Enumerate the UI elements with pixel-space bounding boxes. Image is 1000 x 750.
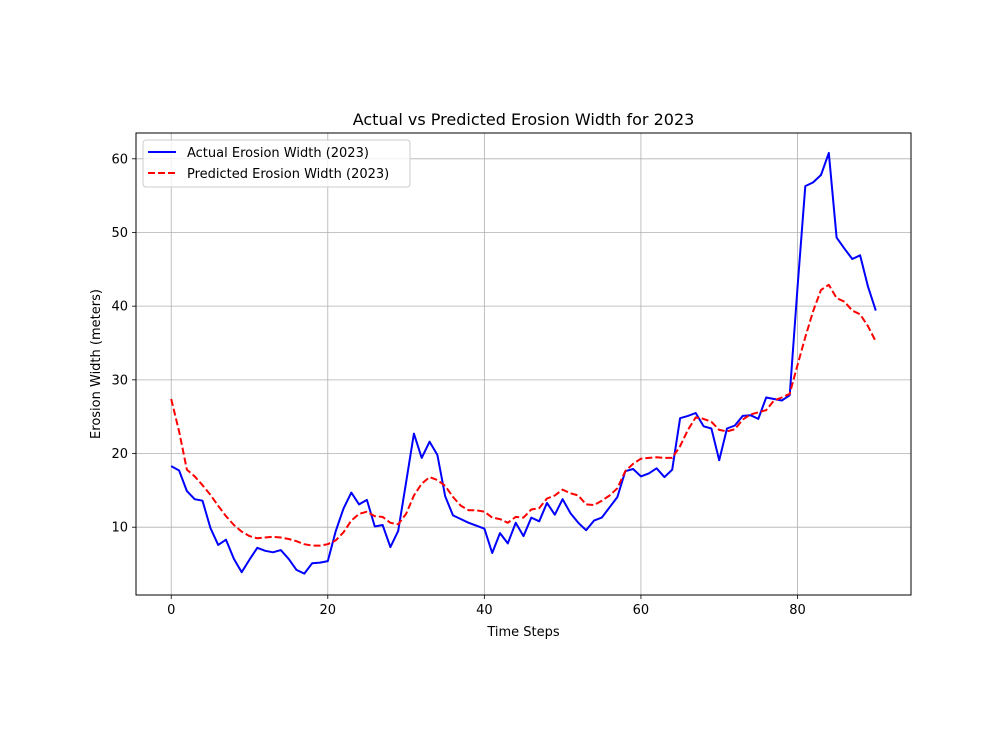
- x-axis-ticks: 0 20 40 60 80: [167, 595, 806, 618]
- x-tick-label: 80: [789, 603, 806, 618]
- x-axis-label: Time Steps: [486, 625, 560, 640]
- grid-lines: [136, 133, 911, 595]
- legend: Actual Erosion Width (2023) Predicted Er…: [142, 139, 411, 188]
- x-tick-label: 60: [633, 603, 650, 618]
- series-line-actual: [170, 151, 877, 575]
- legend-label-predicted: Predicted Erosion Width (2023): [187, 167, 389, 182]
- y-tick-label: 50: [111, 226, 128, 241]
- chart-title: Actual vs Predicted Erosion Width for 20…: [353, 110, 695, 129]
- series-line-predicted: [170, 283, 877, 547]
- x-tick-label: 40: [476, 603, 493, 618]
- y-tick-label: 10: [111, 521, 128, 536]
- y-tick-label: 20: [111, 447, 128, 462]
- x-tick-label: 20: [320, 603, 337, 618]
- plot-series: [170, 151, 877, 575]
- y-tick-label: 30: [111, 373, 128, 388]
- y-tick-label: 40: [111, 300, 128, 315]
- y-axis-label: Erosion Width (meters): [89, 289, 104, 439]
- legend-label-actual: Actual Erosion Width (2023): [187, 146, 369, 161]
- y-tick-label: 60: [111, 152, 128, 167]
- legend-box: [142, 139, 411, 188]
- x-tick-label: 0: [167, 603, 175, 618]
- axes-frame: [135, 132, 912, 596]
- y-axis-ticks: 10 20 30 40 50 60: [111, 152, 136, 536]
